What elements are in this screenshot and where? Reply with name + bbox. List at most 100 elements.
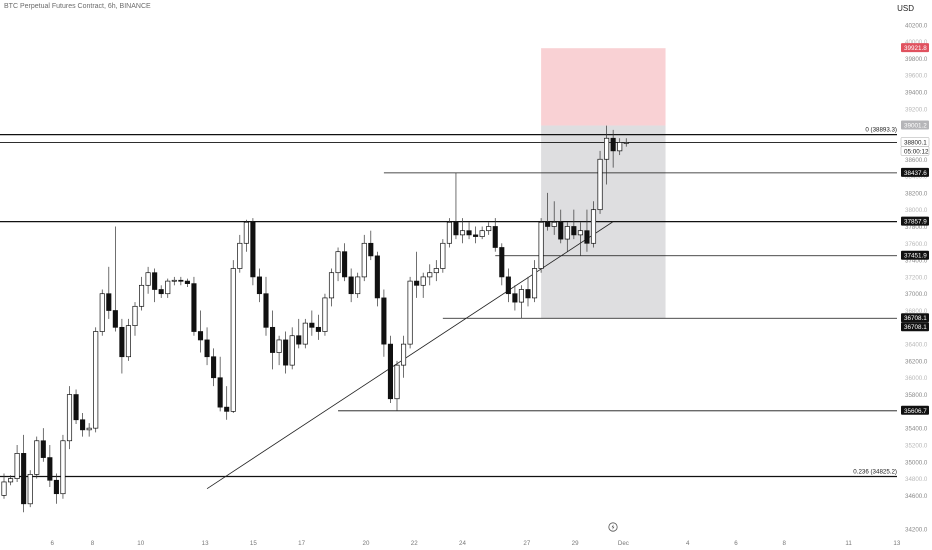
candle-body[interactable] — [191, 283, 197, 332]
candle-body[interactable] — [328, 272, 335, 299]
candle-body[interactable] — [322, 297, 328, 332]
candle-body[interactable] — [486, 226, 492, 232]
candle-body[interactable] — [564, 226, 570, 240]
candle-body[interactable] — [531, 268, 538, 299]
candle-body[interactable] — [66, 394, 73, 442]
candle-body[interactable] — [1, 481, 7, 496]
candle-body[interactable] — [407, 280, 413, 345]
candle-body[interactable] — [309, 322, 315, 328]
candle-body[interactable] — [545, 221, 551, 227]
candle-body[interactable] — [492, 226, 498, 248]
candle-body[interactable] — [571, 226, 577, 236]
candle-body[interactable] — [401, 343, 407, 366]
candle-body[interactable] — [14, 453, 20, 479]
candle-body[interactable] — [230, 268, 236, 412]
candle-body[interactable] — [427, 272, 433, 278]
candle-body[interactable] — [47, 457, 53, 481]
candle-body[interactable] — [80, 419, 86, 431]
candle-body[interactable] — [394, 364, 400, 400]
candle-body[interactable] — [53, 479, 59, 495]
candle-body[interactable] — [250, 221, 256, 278]
candle-body[interactable] — [387, 343, 394, 400]
candle-body[interactable] — [276, 339, 282, 353]
candle-body[interactable] — [60, 440, 66, 495]
candle-body[interactable] — [473, 234, 479, 237]
candle-body[interactable] — [302, 322, 308, 345]
candle-body[interactable] — [270, 326, 276, 353]
candle-body[interactable] — [355, 276, 361, 295]
candle-body[interactable] — [512, 293, 518, 303]
candle-body[interactable] — [440, 242, 446, 269]
candle-body[interactable] — [342, 251, 348, 278]
candle-body[interactable] — [139, 284, 145, 307]
candle-body[interactable] — [152, 272, 158, 290]
candle-body[interactable] — [132, 305, 138, 326]
candle-body[interactable] — [243, 221, 249, 244]
trendline[interactable] — [206, 221, 614, 489]
candle-body[interactable] — [538, 221, 544, 269]
candle-body[interactable] — [99, 293, 105, 332]
candle-body[interactable] — [112, 310, 118, 328]
candle-body[interactable] — [374, 255, 380, 299]
candle-body[interactable] — [34, 440, 40, 475]
candle-body[interactable] — [610, 137, 616, 152]
candle-body[interactable] — [381, 297, 387, 345]
candle-body[interactable] — [21, 453, 27, 505]
candle-body[interactable] — [446, 221, 452, 244]
candle-body[interactable] — [289, 335, 295, 366]
candle-body[interactable] — [165, 280, 171, 295]
candle-body[interactable] — [558, 221, 564, 240]
candle-body[interactable] — [414, 280, 420, 286]
candle-body[interactable] — [623, 142, 629, 144]
candle-body[interactable] — [106, 293, 112, 311]
candle-body[interactable] — [217, 377, 223, 408]
candle-body[interactable] — [499, 247, 505, 278]
lightning-icon[interactable] — [608, 522, 618, 532]
candle-body[interactable] — [420, 276, 426, 286]
candle-body[interactable] — [224, 406, 230, 412]
candle-body[interactable] — [197, 331, 204, 341]
candle-body[interactable] — [361, 242, 367, 278]
candle-body[interactable] — [518, 289, 525, 303]
candle-body[interactable] — [368, 242, 374, 257]
candle-body[interactable] — [237, 242, 243, 269]
candle-body[interactable] — [263, 293, 269, 328]
candle-body[interactable] — [459, 230, 466, 236]
candle-body[interactable] — [466, 230, 472, 236]
candle-body[interactable] — [283, 339, 289, 366]
candle-body[interactable] — [204, 339, 210, 358]
candle-body[interactable] — [119, 326, 125, 358]
candle-body[interactable] — [617, 142, 623, 152]
candle-body[interactable] — [145, 272, 151, 286]
candle-body[interactable] — [296, 335, 302, 345]
candle-body[interactable] — [178, 279, 184, 282]
candle-body[interactable] — [211, 356, 217, 379]
candle-body[interactable] — [73, 394, 79, 421]
candle-body[interactable] — [551, 221, 557, 227]
candle-body[interactable] — [525, 289, 531, 299]
candle-body[interactable] — [604, 137, 610, 160]
candle-body[interactable] — [433, 268, 439, 274]
candle-body[interactable] — [93, 331, 99, 429]
candle-body[interactable] — [348, 276, 354, 295]
candle-body[interactable] — [27, 474, 33, 505]
candle-body[interactable] — [335, 251, 341, 274]
candle-body[interactable] — [158, 289, 164, 295]
candle-body[interactable] — [171, 279, 177, 282]
candle-body[interactable] — [184, 280, 190, 284]
candle-body[interactable] — [479, 230, 485, 237]
candle-body[interactable] — [8, 478, 14, 483]
candle-body[interactable] — [86, 427, 92, 431]
candle-body[interactable] — [577, 230, 583, 236]
candle-body[interactable] — [256, 276, 263, 295]
candle-body[interactable] — [505, 276, 511, 295]
candle-body[interactable] — [584, 230, 590, 244]
candle-body[interactable] — [40, 440, 46, 458]
candle-body[interactable] — [125, 325, 132, 358]
risk-zone[interactable] — [541, 48, 666, 126]
candle-body[interactable] — [315, 326, 321, 332]
candle-body[interactable] — [453, 221, 459, 236]
candle-body[interactable] — [597, 158, 603, 211]
candle-body[interactable] — [590, 209, 597, 244]
